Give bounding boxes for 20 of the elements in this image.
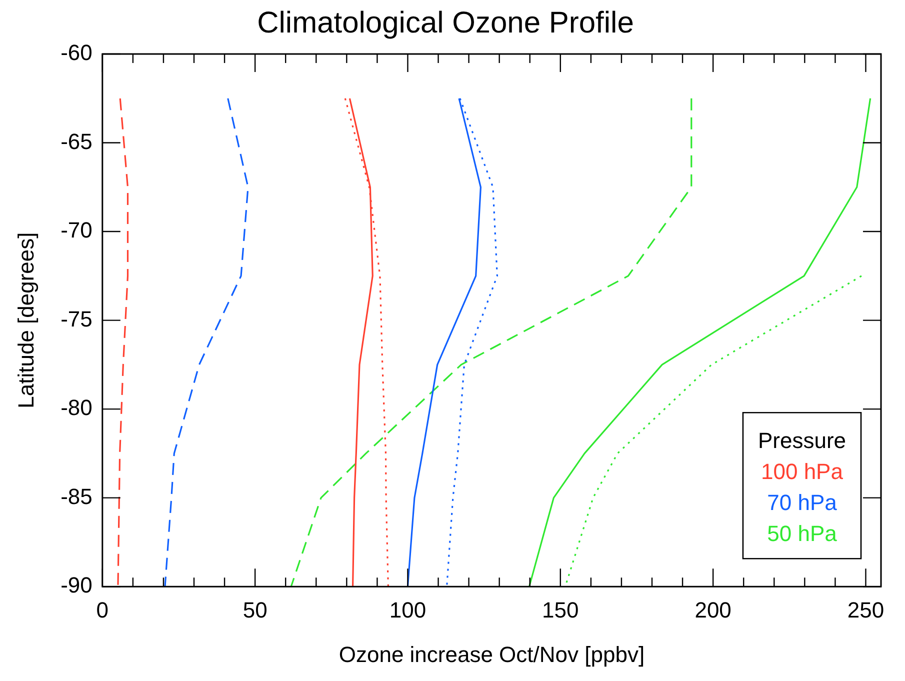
text: 70 hPa [767, 490, 838, 516]
chart-title: Climatological Ozone Profile [257, 6, 634, 40]
x-tick-label: 50 [242, 598, 268, 623]
y-tick-label: -90 [60, 572, 92, 598]
x-tick-label: 200 [694, 598, 732, 623]
y-tick-label: -65 [60, 128, 92, 154]
legend-title: Pressure [758, 428, 846, 454]
x-axis-title: Ozone increase Oct/Nov [ppbv] [338, 642, 645, 667]
x-tick-label: 100 [389, 598, 426, 623]
y-tick-label: -70 [60, 218, 92, 243]
y-axis-title: Latitude [degrees] [13, 232, 38, 408]
x-tick-label: 250 [847, 598, 884, 623]
x-tick-label: 0 [96, 598, 109, 623]
x-tick-label: 150 [542, 598, 579, 623]
y-tick-label: -85 [60, 484, 92, 509]
text: 50 hPa [767, 521, 838, 546]
text: 100 hPa [761, 459, 844, 484]
y-tick-label: -60 [60, 40, 92, 66]
y-tick-label: -80 [60, 395, 92, 420]
y-tick-label: -75 [60, 306, 92, 332]
